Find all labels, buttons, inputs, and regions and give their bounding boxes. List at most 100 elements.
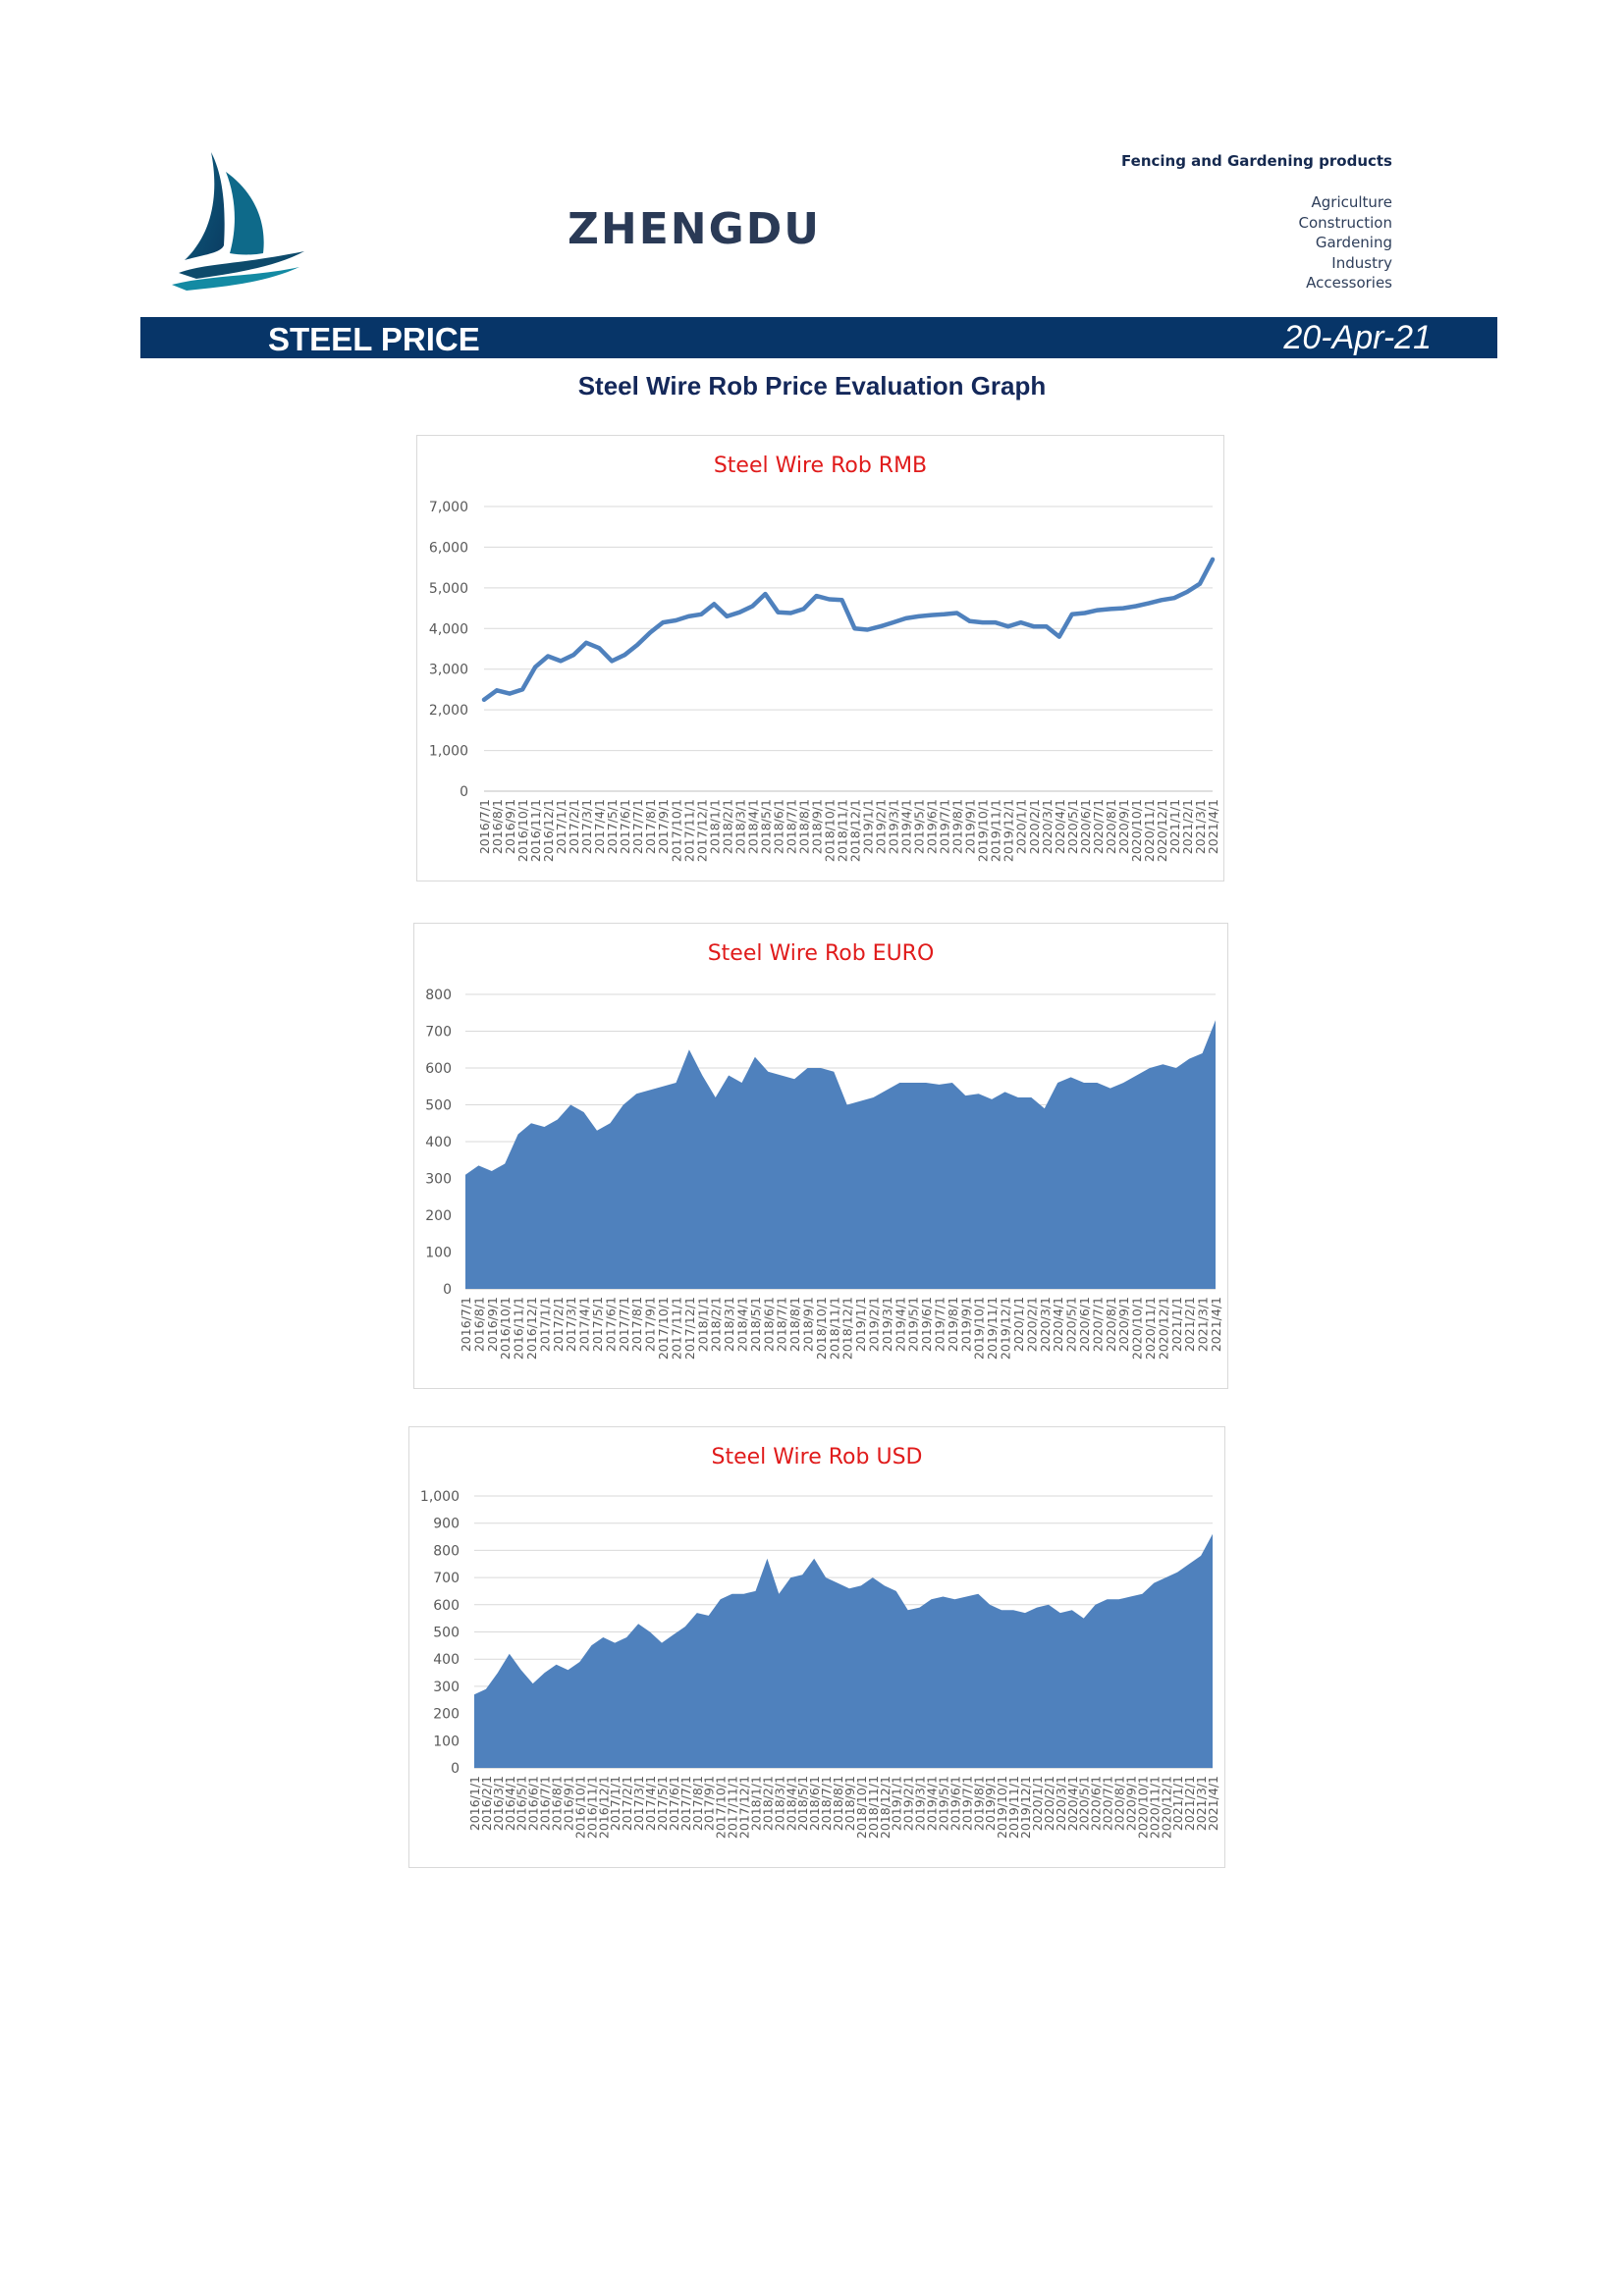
x-tick-label: 2018/8/1 xyxy=(787,1297,802,1352)
x-tick-label: 2020/10/1 xyxy=(1135,1776,1150,1839)
category-item: Construction xyxy=(1298,213,1392,232)
x-tick-label: 2018/1/1 xyxy=(749,1776,764,1831)
x-tick-label: 2016/12/1 xyxy=(524,1297,539,1360)
x-tick-label: 2019/3/1 xyxy=(887,799,901,854)
x-tick-label: 2017/12/1 xyxy=(737,1776,752,1839)
x-tick-label: 2020/8/1 xyxy=(1104,799,1118,854)
x-tick-label: 2017/6/1 xyxy=(603,1297,618,1352)
x-tick-label: 2018/7/1 xyxy=(775,1297,789,1352)
x-tick-label: 2021/3/1 xyxy=(1196,1297,1211,1352)
x-tick-label: 2021/4/1 xyxy=(1209,1297,1223,1352)
x-tick-label: 2018/6/1 xyxy=(771,799,785,854)
x-tick-label: 2018/4/1 xyxy=(735,1297,750,1352)
steel-price-banner: STEEL PRICE 20-Apr-21 xyxy=(140,317,1497,358)
x-tick-label: 2017/7/1 xyxy=(678,1776,693,1831)
x-tick-label: 2020/9/1 xyxy=(1123,1776,1138,1831)
x-tick-label: 2016/4/1 xyxy=(503,1776,517,1831)
x-tick-label: 2020/5/1 xyxy=(1064,1297,1079,1352)
x-tick-label: 2019/2/1 xyxy=(901,1776,916,1831)
x-tick-label: 2020/9/1 xyxy=(1116,799,1131,854)
x-tick-label: 2018/12/1 xyxy=(878,1776,893,1839)
y-tick-label: 600 xyxy=(425,1061,452,1077)
x-tick-label: 2018/3/1 xyxy=(772,1776,786,1831)
chart-title: Steel Wire Rob RMB xyxy=(713,454,928,478)
x-tick-label: 2016/7/1 xyxy=(459,1297,473,1352)
chart-usd: Steel Wire Rob USD 0 100 200 300 400 500 600 70… xyxy=(408,1426,1225,1868)
x-tick-label: 2018/4/1 xyxy=(745,799,760,854)
x-tick-label: 2017/7/1 xyxy=(630,799,645,854)
x-tick-label: 2018/6/1 xyxy=(761,1297,776,1352)
x-tick-label: 2019/11/1 xyxy=(989,799,1003,862)
x-tick-label: 2020/7/1 xyxy=(1101,1776,1115,1831)
x-tick-label: 2020/12/1 xyxy=(1156,1297,1170,1360)
x-tick-label: 2019/5/1 xyxy=(906,1297,921,1352)
x-tick-label: 2016/8/1 xyxy=(471,1297,486,1352)
x-tick-label: 2018/5/1 xyxy=(748,1297,763,1352)
x-tick-label: 2020/6/1 xyxy=(1078,799,1093,854)
x-tick-label: 2020/3/1 xyxy=(1038,1297,1053,1352)
x-tick-label: 2019/1/1 xyxy=(861,799,876,854)
x-tick-label: 2016/12/1 xyxy=(596,1776,611,1839)
tagline: Fencing and Gardening products xyxy=(1121,152,1392,170)
x-tick-label: 2018/3/1 xyxy=(722,1297,736,1352)
x-tick-label: 2017/3/1 xyxy=(579,799,594,854)
y-tick-label: 700 xyxy=(425,1025,452,1041)
x-tick-label: 2017/1/1 xyxy=(608,1776,623,1831)
chart-rmb-plot: 0 1,000 2,000 3,000 4,000 5,000 6,000 7,000 2016… xyxy=(429,500,1220,862)
x-tick-label: 2017/6/1 xyxy=(618,799,632,854)
x-tick-label: 2020/7/1 xyxy=(1090,1297,1105,1352)
x-tick-label: 2019/8/1 xyxy=(946,1297,960,1352)
x-tick-label: 2020/11/1 xyxy=(1142,799,1157,862)
series-area xyxy=(474,1533,1213,1768)
x-tick-label: 2020/8/1 xyxy=(1112,1776,1127,1831)
y-tick-label: 200 xyxy=(425,1208,452,1224)
x-tick-label: 2020/1/1 xyxy=(1011,1297,1026,1352)
x-tick-label: 2016/6/1 xyxy=(526,1776,541,1831)
x-tick-label: 2018/9/1 xyxy=(842,1776,857,1831)
x-tick-label: 2020/10/1 xyxy=(1129,799,1144,862)
y-tick-label: 5,000 xyxy=(429,581,468,597)
x-tick-label: 2020/11/1 xyxy=(1147,1776,1162,1839)
x-tick-label: 2018/10/1 xyxy=(814,1297,829,1360)
x-tick-label: 2020/1/1 xyxy=(1030,1776,1045,1831)
x-tick-label: 2021/2/1 xyxy=(1182,1776,1197,1831)
chart-euro: Steel Wire Rob EURO 0 100 200 300 400 500 600 7… xyxy=(413,923,1228,1389)
x-tick-label: 2018/3/1 xyxy=(732,799,747,854)
x-tick-label: 2019/7/1 xyxy=(933,1297,947,1352)
y-tick-label: 800 xyxy=(433,1543,460,1559)
x-tick-label: 2016/9/1 xyxy=(562,1776,576,1831)
x-tick-label: 2018/11/1 xyxy=(827,1297,841,1360)
x-tick-label: 2017/4/1 xyxy=(592,799,607,854)
x-tick-label: 2017/11/1 xyxy=(670,1297,684,1360)
x-tick-label: 2021/1/1 xyxy=(1167,799,1182,854)
x-tick-label: 2017/4/1 xyxy=(577,1297,592,1352)
x-tick-label: 2019/12/1 xyxy=(1018,1776,1033,1839)
category-item: Gardening xyxy=(1315,234,1392,251)
x-tick-label: 2016/7/1 xyxy=(538,1776,553,1831)
x-tick-label: 2018/7/1 xyxy=(819,1776,834,1831)
x-tick-label: 2018/5/1 xyxy=(795,1776,810,1831)
series-area xyxy=(465,1020,1216,1289)
x-tick-label: 2019/6/1 xyxy=(925,799,940,854)
y-tick-label: 300 xyxy=(425,1172,452,1188)
x-tick-label: 2021/3/1 xyxy=(1194,1776,1209,1831)
x-tick-label: 2018/2/1 xyxy=(720,799,734,854)
x-tick-label: 2019/11/1 xyxy=(985,1297,1000,1360)
x-tick-label: 2021/3/1 xyxy=(1193,799,1208,854)
x-tick-label: 2020/11/1 xyxy=(1143,1297,1158,1360)
x-tick-label: 2019/10/1 xyxy=(995,1776,1009,1839)
x-tick-label: 2016/10/1 xyxy=(572,1776,587,1839)
x-tick-label: 2020/6/1 xyxy=(1077,1297,1092,1352)
x-tick-label: 2018/2/1 xyxy=(760,1776,775,1831)
x-tick-label: 2020/9/1 xyxy=(1116,1297,1131,1352)
x-tick-label: 2018/5/1 xyxy=(758,799,773,854)
y-tick-label: 7,000 xyxy=(429,500,468,515)
x-tick-label: 2020/3/1 xyxy=(1040,799,1055,854)
x-tick-label: 2016/3/1 xyxy=(491,1776,506,1831)
x-tick-label: 2021/2/1 xyxy=(1180,799,1195,854)
y-tick-label: 400 xyxy=(425,1135,452,1150)
x-tick-label: 2016/11/1 xyxy=(584,1776,599,1839)
y-tick-label: 100 xyxy=(433,1734,460,1749)
x-tick-label: 2017/3/1 xyxy=(631,1776,646,1831)
x-tick-label: 2019/5/1 xyxy=(937,1776,951,1831)
